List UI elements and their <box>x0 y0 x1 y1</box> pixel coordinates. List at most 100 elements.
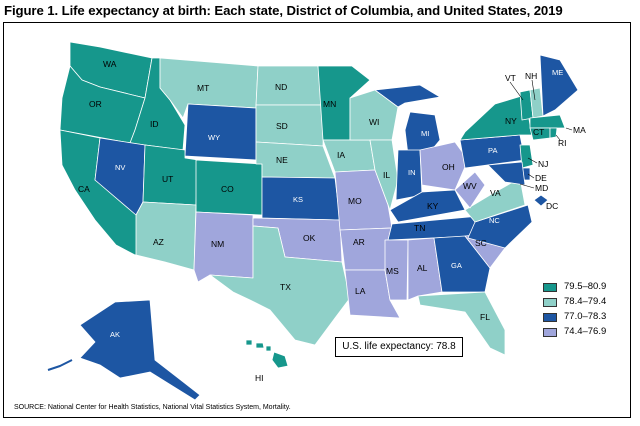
state-nj[interactable] <box>519 144 534 169</box>
label-wi: WI <box>369 117 379 127</box>
label-tx: TX <box>280 282 291 292</box>
label-mt: MT <box>197 83 209 93</box>
state-hi[interactable] <box>271 351 289 369</box>
state-nc[interactable] <box>467 204 533 249</box>
label-sd: SD <box>276 121 288 131</box>
label-nh: NH <box>525 71 537 81</box>
label-fl: FL <box>480 312 490 322</box>
legend-label-3: 77.0–78.3 <box>564 311 607 322</box>
label-ms: MS <box>386 266 399 276</box>
label-il: IL <box>383 170 390 180</box>
state-ne[interactable] <box>255 141 336 179</box>
label-ia: IA <box>337 150 345 160</box>
state-ar[interactable] <box>339 227 393 271</box>
label-co: CO <box>221 184 234 194</box>
legend-swatch-3 <box>543 313 557 322</box>
label-id: ID <box>150 119 159 129</box>
us-life-expectancy-box: U.S. life expectancy: 78.8 <box>335 337 463 357</box>
label-az: AZ <box>153 237 164 247</box>
state-tx[interactable] <box>209 225 351 346</box>
leader-nh <box>531 79 536 101</box>
label-nj: NJ <box>538 159 548 169</box>
label-la: LA <box>355 286 366 296</box>
legend-label-1: 79.5–80.9 <box>564 281 607 292</box>
label-oh: OH <box>442 162 455 172</box>
state-ak[interactable] <box>79 299 201 401</box>
label-ut: UT <box>162 174 173 184</box>
label-ny: NY <box>505 116 517 126</box>
label-dc: DC <box>546 201 558 211</box>
state-nd[interactable] <box>255 65 325 106</box>
label-sc: SC <box>475 238 487 248</box>
legend-swatch-1 <box>543 283 557 292</box>
figure-title: Figure 1. Life expectancy at birth: Each… <box>4 3 563 18</box>
label-pa: PA <box>488 146 497 155</box>
state-ky[interactable] <box>389 189 466 223</box>
label-me: ME <box>552 68 563 77</box>
state-ga[interactable] <box>433 235 491 293</box>
state-mo[interactable] <box>334 169 393 231</box>
label-in: IN <box>408 168 416 177</box>
label-wv: WV <box>463 181 477 191</box>
state-va[interactable] <box>464 177 526 223</box>
state-mi[interactable] <box>374 84 441 108</box>
leader-nj <box>527 157 538 164</box>
map-frame <box>3 22 631 418</box>
label-ma: MA <box>573 125 586 135</box>
label-vt: VT <box>505 73 516 83</box>
label-ga: GA <box>451 261 462 270</box>
state-ri[interactable] <box>549 127 558 139</box>
label-nc: NC <box>489 216 500 225</box>
state-al[interactable] <box>407 237 443 301</box>
label-nd: ND <box>275 82 287 92</box>
state-wy[interactable] <box>184 103 257 161</box>
label-md: MD <box>535 183 548 193</box>
state-md[interactable] <box>487 161 526 186</box>
label-nv: NV <box>115 163 125 172</box>
leader-vt <box>509 81 524 101</box>
legend-swatch-4 <box>543 328 557 337</box>
state-il[interactable] <box>369 139 399 211</box>
label-hi: HI <box>255 373 264 383</box>
label-tn: TN <box>414 223 425 233</box>
legend-swatch-2 <box>543 298 557 307</box>
label-ok: OK <box>303 233 316 243</box>
state-ms[interactable] <box>384 239 409 301</box>
state-wv[interactable] <box>454 171 486 209</box>
state-ma[interactable] <box>529 114 566 129</box>
state-hi-isle-1 <box>245 339 253 346</box>
state-sd[interactable] <box>255 104 325 147</box>
legend-label-2: 78.4–79.4 <box>564 296 607 307</box>
label-mn: MN <box>323 99 336 109</box>
leader-de <box>527 173 535 179</box>
leader-ma <box>565 127 573 131</box>
state-la[interactable] <box>344 269 401 319</box>
state-hi-isle-3 <box>265 345 272 352</box>
source-note: SOURCE: National Center for Health Stati… <box>14 404 291 411</box>
state-dc[interactable] <box>533 194 549 207</box>
leader-md <box>519 183 535 189</box>
label-mo: MO <box>348 196 362 206</box>
state-hi-isle-2 <box>255 342 265 349</box>
label-ne: NE <box>276 155 288 165</box>
label-ks: KS <box>293 195 303 204</box>
state-az[interactable] <box>135 201 197 271</box>
label-wa: WA <box>103 59 117 69</box>
label-al: AL <box>417 263 428 273</box>
state-oh[interactable] <box>419 141 469 191</box>
aleutian-islands <box>47 359 73 371</box>
label-ar: AR <box>353 237 365 247</box>
label-ct: CT <box>533 127 544 137</box>
label-mi: MI <box>421 129 429 138</box>
label-ky: KY <box>427 201 439 211</box>
label-nm: NM <box>211 239 224 249</box>
label-ri: RI <box>558 138 567 148</box>
leader-ri <box>555 134 561 141</box>
state-me[interactable] <box>539 54 579 117</box>
label-or: OR <box>89 99 102 109</box>
state-fl[interactable] <box>417 291 506 356</box>
label-ak: AK <box>110 330 120 339</box>
label-de: DE <box>535 173 547 183</box>
label-ca: CA <box>78 184 90 194</box>
